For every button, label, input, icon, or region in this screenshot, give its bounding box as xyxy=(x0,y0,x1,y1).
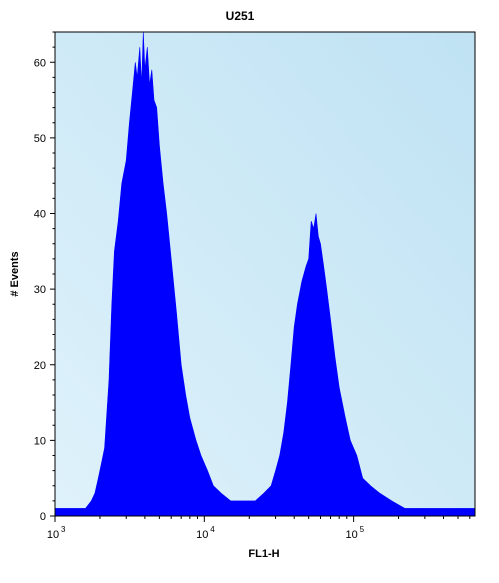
chart-title: U251 xyxy=(226,9,255,23)
y-tick-label: 0 xyxy=(40,511,46,523)
y-tick-label: 30 xyxy=(34,284,46,296)
histogram-series-0 xyxy=(54,31,476,517)
x-tick-exponent: 4 xyxy=(210,525,215,534)
y-tick-label: 10 xyxy=(34,435,46,447)
y-axis: 0 10 20 30 40 50 60 xyxy=(34,31,55,523)
y-tick-label: 20 xyxy=(34,360,46,372)
x-tick-exponent: 5 xyxy=(360,525,365,534)
x-tick-exponent: 3 xyxy=(61,525,66,534)
y-axis-label: # Events xyxy=(9,251,21,296)
x-tick-label: 10 xyxy=(345,529,357,541)
x-tick-label: 10 xyxy=(196,529,208,541)
x-tick-label: 10 xyxy=(47,529,59,541)
series-layer xyxy=(54,31,476,517)
y-tick-label: 60 xyxy=(34,57,46,69)
x-axis: 10 3 10 4 10 5 xyxy=(47,516,471,541)
y-tick-label: 40 xyxy=(34,209,46,221)
x-axis-label: FL1-H xyxy=(248,548,279,560)
y-tick-label: 50 xyxy=(34,133,46,145)
